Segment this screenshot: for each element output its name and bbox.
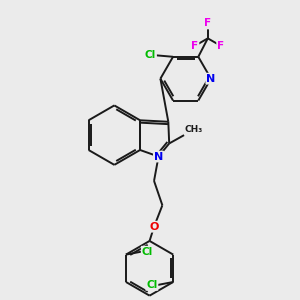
Text: F: F [217, 41, 224, 51]
Text: F: F [191, 41, 199, 51]
Text: F: F [204, 19, 211, 28]
Text: Cl: Cl [146, 280, 158, 290]
Text: O: O [149, 222, 159, 232]
Text: N: N [154, 152, 163, 161]
Text: CH₃: CH₃ [185, 125, 203, 134]
Text: N: N [206, 74, 216, 84]
Text: Cl: Cl [145, 50, 156, 60]
Text: Cl: Cl [142, 247, 153, 256]
